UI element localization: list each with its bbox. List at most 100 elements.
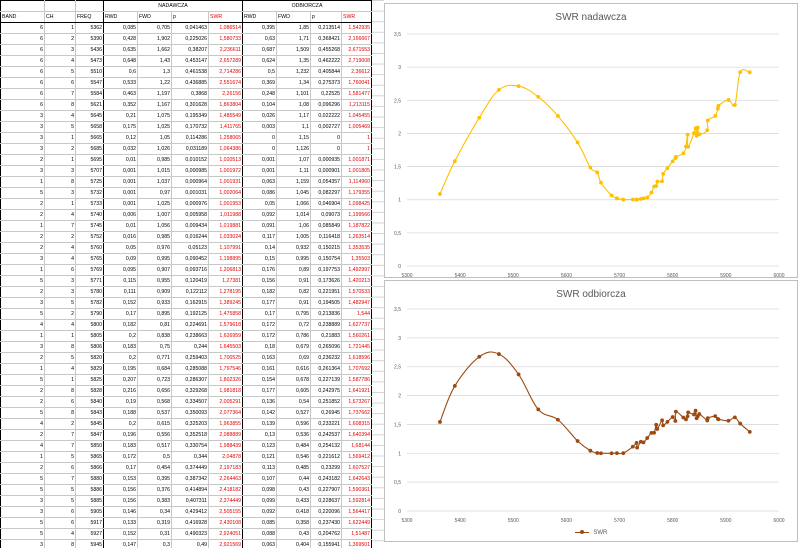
table-cell[interactable]: 0,238663 [171, 330, 209, 342]
table-cell[interactable]: 0,121 [242, 451, 277, 463]
table-cell[interactable]: 0,224691 [171, 319, 209, 331]
table-cell[interactable]: 0,49 [171, 539, 209, 548]
table-cell[interactable]: 0,34 [137, 506, 172, 518]
table-cell[interactable]: 5927 [75, 528, 104, 540]
table-cell[interactable]: 1,107991 [208, 242, 243, 254]
table-cell[interactable]: 0,81 [137, 319, 172, 331]
table-cell[interactable]: 3 [44, 187, 76, 199]
table-cell[interactable]: 0,329268 [171, 385, 209, 397]
table-cell[interactable]: 0,227907 [310, 484, 342, 496]
table-cell[interactable]: 0,133 [103, 517, 138, 529]
table-cell[interactable]: 1,622449 [341, 517, 372, 529]
table-cell[interactable]: 0,43 [276, 528, 311, 540]
table-cell[interactable]: 0,31 [137, 528, 172, 540]
table-cell[interactable]: 3 [0, 341, 45, 353]
table-cell[interactable]: 0,139 [242, 418, 277, 430]
table-cell[interactable]: 1,721445 [341, 341, 372, 353]
table-cell[interactable]: 0,533 [103, 77, 138, 89]
table-cell[interactable]: 1,066 [276, 198, 311, 210]
table-cell[interactable]: 3 [0, 143, 45, 155]
table-cell[interactable]: 5 [44, 297, 76, 309]
table-cell[interactable]: 7 [44, 440, 76, 452]
table-cell[interactable]: 0,233221 [310, 418, 342, 430]
table-cell[interactable]: 0,358 [276, 517, 311, 529]
table-cell[interactable]: 1,114960 [341, 176, 372, 188]
table-cell[interactable]: 0,156 [103, 484, 138, 496]
group-header-cell[interactable]: ODBIORCZA [242, 0, 372, 12]
table-cell[interactable]: 0,010152 [171, 154, 209, 166]
table-cell[interactable]: 1,06 [276, 220, 311, 232]
table-cell[interactable]: 6 [44, 506, 76, 518]
table-cell[interactable]: 0,243182 [310, 473, 342, 485]
chart-swr-odbiorcza[interactable]: SWR odbiorcza 0 0,5 1 1,5 2 2,5 3 3,5 5300 5400 55… [384, 280, 798, 542]
table-cell[interactable]: 1,85 [276, 22, 311, 34]
table-cell[interactable]: 5847 [75, 429, 104, 441]
table-cell[interactable]: 5945 [75, 539, 104, 548]
table-cell[interactable]: 5865 [75, 451, 104, 463]
table-cell[interactable]: 0,368421 [310, 33, 342, 45]
table-cell[interactable]: 1,045 [276, 187, 311, 199]
table-cell[interactable]: 1,579618 [208, 319, 243, 331]
table-cell[interactable]: 5665 [75, 132, 104, 144]
table-cell[interactable]: 6 [0, 66, 45, 78]
table-cell[interactable]: 2 [44, 33, 76, 45]
table-cell[interactable]: 1,580733 [208, 33, 243, 45]
table-cell[interactable]: 5825 [75, 374, 104, 386]
table-cell[interactable]: 0,085849 [310, 220, 342, 232]
column-header-rwd[interactable]: RWD [242, 11, 277, 23]
table-cell[interactable]: 1,17 [276, 110, 311, 122]
spreadsheet[interactable]: NADAWCZA ODBIORCZA BAND CH FREQ RWD FWD p SWR RWD… [0, 0, 372, 548]
table-cell[interactable]: 5806 [75, 341, 104, 353]
table-cell[interactable]: 0,01 [103, 154, 138, 166]
table-cell[interactable]: 6 [44, 264, 76, 276]
column-header-freq[interactable]: FREQ [75, 11, 104, 23]
table-cell[interactable]: 0,173626 [310, 275, 342, 287]
table-cell[interactable]: 2,077364 [208, 407, 243, 419]
table-cell[interactable]: 0,319 [137, 517, 172, 529]
table-cell[interactable]: 0,6 [103, 66, 138, 78]
table-cell[interactable]: 0,001 [103, 165, 138, 177]
table-cell[interactable]: 6 [0, 99, 45, 111]
table-cell[interactable]: 1,187822 [341, 220, 372, 232]
table-cell[interactable]: 0,213514 [310, 22, 342, 34]
table-cell[interactable]: 0,146 [103, 506, 138, 518]
table-cell[interactable]: 0,221951 [310, 286, 342, 298]
table-cell[interactable]: 1,564417 [341, 506, 372, 518]
table-cell[interactable]: 5 [44, 451, 76, 463]
table-cell[interactable]: 2,197183 [208, 462, 243, 474]
table-cell[interactable]: 0,192125 [171, 308, 209, 320]
table-cell[interactable]: 1,627737 [341, 319, 372, 331]
table-cell[interactable]: 2,921569 [208, 539, 243, 548]
table-cell[interactable]: 1,007 [137, 209, 172, 221]
table-cell[interactable]: 5733 [75, 198, 104, 210]
table-cell[interactable]: 0,196 [103, 429, 138, 441]
table-cell[interactable]: 2,551674 [208, 77, 243, 89]
table-cell[interactable]: 1,026 [137, 143, 172, 155]
table-cell[interactable]: 1,43 [137, 55, 172, 67]
table-cell[interactable]: 2,04878 [208, 451, 243, 463]
table-cell[interactable]: 5 [0, 374, 45, 386]
column-header-swr[interactable]: SWR [341, 11, 372, 23]
table-cell[interactable]: 1,760041 [341, 77, 372, 89]
table-cell[interactable]: 2,005291 [208, 396, 243, 408]
table-cell[interactable]: 0,001 [242, 165, 277, 177]
table-cell[interactable]: 0,433 [276, 495, 311, 507]
table-cell[interactable]: 0,15 [242, 253, 277, 265]
table-cell[interactable]: 0,150754 [310, 253, 342, 265]
table-cell[interactable]: 6 [0, 88, 45, 100]
table-cell[interactable]: 1,618596 [341, 352, 372, 364]
table-cell[interactable]: 0,17 [242, 308, 277, 320]
table-cell[interactable]: 1,015 [137, 165, 172, 177]
table-cell[interactable]: 0,136 [242, 396, 277, 408]
chart-swr-nadawcza[interactable]: SWR nadawcza 0 0,5 1 1,5 2 2,5 3 3,5 5300 5400 550… [384, 3, 798, 278]
table-cell[interactable]: 0,161 [242, 363, 277, 375]
table-cell[interactable]: 3 [0, 495, 45, 507]
table-cell[interactable]: 0,786 [276, 330, 311, 342]
table-cell[interactable]: 4 [44, 319, 76, 331]
table-cell[interactable]: 1,673267 [341, 396, 372, 408]
group-header-cell[interactable] [0, 0, 45, 12]
table-cell[interactable]: 5645 [75, 110, 104, 122]
table-cell[interactable]: 0,001 [242, 154, 277, 166]
table-cell[interactable]: 0,085 [103, 22, 138, 34]
table-cell[interactable]: 1,570533 [341, 286, 372, 298]
